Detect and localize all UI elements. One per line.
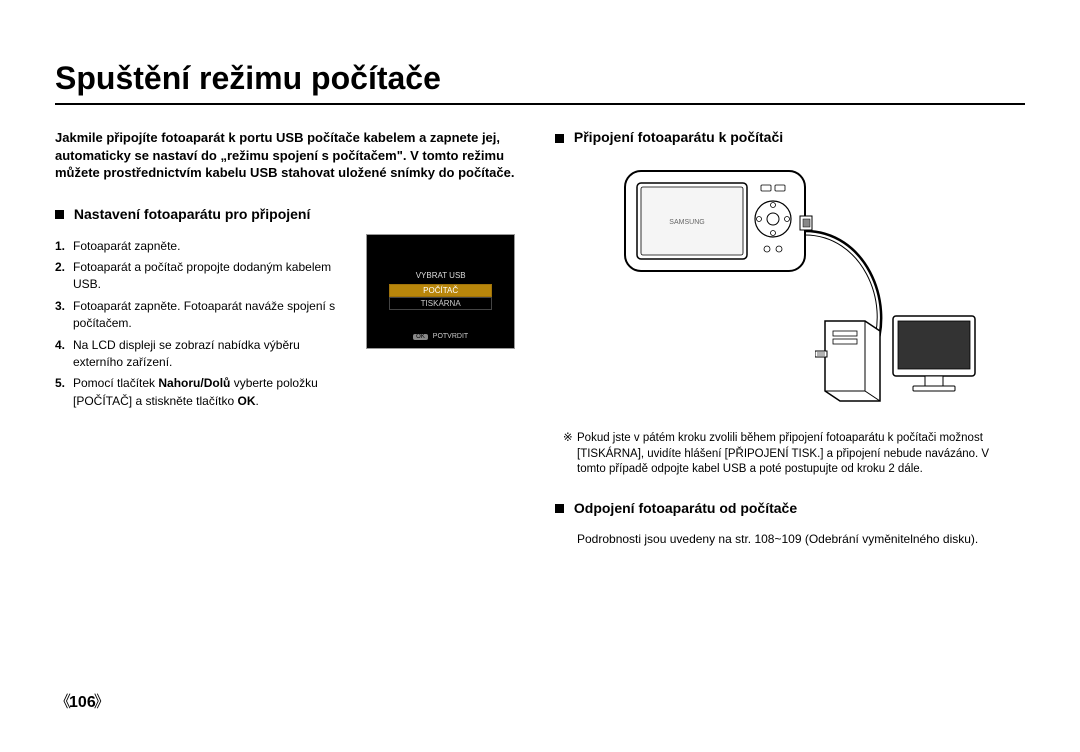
setup-body: 1. Fotoaparát zapněte. 2. Fotoaparát a p… <box>55 238 515 415</box>
lcd-item: TISKÁRNA <box>389 297 492 310</box>
setup-heading: Nastavení fotoaparátu pro připojení <box>55 206 515 222</box>
ok-pill: OK <box>413 334 428 340</box>
content-columns: Jakmile připojíte fotoaparát k portu USB… <box>55 129 1025 546</box>
step-text-suffix: . <box>256 394 259 408</box>
lcd-item-selected: POČÍTAČ <box>389 284 492 297</box>
step-bold: OK <box>238 394 256 408</box>
step-number: 2. <box>55 259 65 276</box>
page-number: 106 <box>55 688 110 712</box>
lcd-screenshot: VYBRAT USB POČÍTAČ TISKÁRNA OK POTVRDIT <box>366 234 515 349</box>
square-bullet-icon <box>55 210 64 219</box>
left-column: Jakmile připojíte fotoaparát k portu USB… <box>55 129 515 546</box>
camera-brand-text: SAMSUNG <box>669 219 704 226</box>
square-bullet-icon <box>555 134 564 143</box>
square-bullet-icon <box>555 504 564 513</box>
step-text: Fotoaparát zapněte. Fotoaparát naváže sp… <box>73 299 335 330</box>
step-item: 2. Fotoaparát a počítač propojte dodaným… <box>55 259 352 294</box>
computer-icon <box>815 291 985 411</box>
step-text: Na LCD displeji se zobrazí nabídka výběr… <box>73 338 300 369</box>
disconnect-text: Podrobnosti jsou uvedeny na str. 108~109… <box>577 532 1015 546</box>
disconnect-heading-label: Odpojení fotoaparátu od počítače <box>574 500 797 516</box>
step-number: 5. <box>55 375 65 392</box>
page-title: Spuštění režimu počítače <box>55 60 1025 105</box>
asterisk-icon: ※ <box>563 431 573 447</box>
setup-steps: 1. Fotoaparát zapněte. 2. Fotoaparát a p… <box>55 238 352 415</box>
step-item: 3. Fotoaparát zapněte. Fotoaparát naváže… <box>55 298 352 333</box>
lcd-footer: OK POTVRDIT <box>367 333 514 340</box>
right-column: Připojení fotoaparátu k počítači SAMSUNG <box>555 129 1015 546</box>
connection-illustration: SAMSUNG <box>555 161 1015 421</box>
lcd-title: VYBRAT USB <box>389 271 492 280</box>
disconnect-heading: Odpojení fotoaparátu od počítače <box>555 500 1015 516</box>
connect-heading-label: Připojení fotoaparátu k počítači <box>574 129 783 145</box>
step-number: 3. <box>55 298 65 315</box>
step-text: Fotoaparát zapněte. <box>73 239 180 253</box>
step-text: Fotoaparát a počítač propojte dodaným ka… <box>73 260 331 291</box>
camera-icon: SAMSUNG <box>615 161 815 281</box>
step-item: 1. Fotoaparát zapněte. <box>55 238 352 255</box>
step-item: 4. Na LCD displeji se zobrazí nabídka vý… <box>55 337 352 372</box>
lcd-footer-label: POTVRDIT <box>433 333 468 340</box>
connect-heading: Připojení fotoaparátu k počítači <box>555 129 1015 145</box>
intro-text: Jakmile připojíte fotoaparát k portu USB… <box>55 129 515 182</box>
step-text-prefix: Pomocí tlačítek <box>73 376 158 390</box>
step-number: 1. <box>55 238 65 255</box>
step-item: 5. Pomocí tlačítek Nahoru/Dolů vyberte p… <box>55 375 352 410</box>
step-number: 4. <box>55 337 65 354</box>
printer-note: ※ Pokud jste v pátém kroku zvolili během… <box>577 431 1015 478</box>
step-bold: Nahoru/Dolů <box>158 376 230 390</box>
note-text-content: Pokud jste v pátém kroku zvolili během p… <box>577 432 989 475</box>
lcd-menu: VYBRAT USB POČÍTAČ TISKÁRNA <box>389 271 492 310</box>
setup-heading-label: Nastavení fotoaparátu pro připojení <box>74 206 310 222</box>
